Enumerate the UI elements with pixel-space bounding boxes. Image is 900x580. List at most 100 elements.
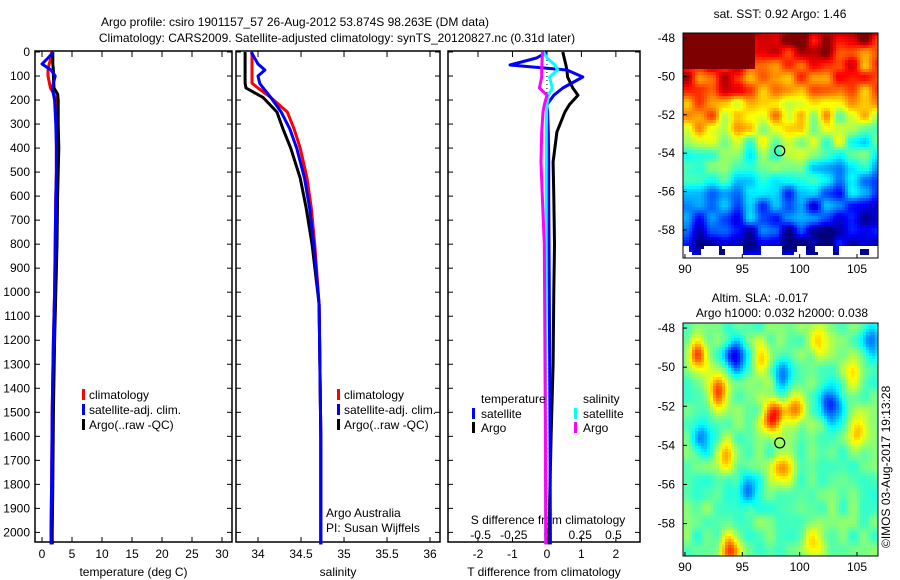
x-tick-label: 20 bbox=[155, 547, 169, 561]
x-tick-label: 30 bbox=[215, 547, 229, 561]
depth-tick-label: 800 bbox=[10, 237, 30, 251]
depth-tick-label: 600 bbox=[10, 189, 30, 203]
x-tick-label: 34.5 bbox=[289, 547, 313, 561]
copyright: ©IMOS 03-Aug-2017 19:13:28 bbox=[879, 385, 893, 548]
legend-swatch bbox=[82, 419, 85, 430]
s-tick-label: 0.25 bbox=[569, 528, 593, 542]
title-line-1: Argo profile: csiro 1901157_57 26-Aug-20… bbox=[101, 15, 489, 29]
map-x-tick-label: 105 bbox=[847, 262, 867, 276]
legend-label: climatology bbox=[89, 388, 149, 402]
legend-swatch bbox=[337, 419, 340, 430]
map-y-tick-label: -56 bbox=[658, 477, 676, 491]
map-x-tick-label: 90 bbox=[678, 560, 692, 574]
legend-label: satellite-adj. clim. bbox=[344, 403, 436, 417]
depth-tick-label: 200 bbox=[10, 93, 30, 107]
map-frame bbox=[682, 322, 879, 557]
x-tick-label: 0 bbox=[39, 547, 46, 561]
x-tick-label: 15 bbox=[125, 547, 139, 561]
map-x-tick-label: 100 bbox=[790, 262, 810, 276]
map-y-tick-label: -58 bbox=[658, 517, 676, 531]
x-axis-label: temperature (deg C) bbox=[79, 565, 187, 579]
x-tick-label: 10 bbox=[95, 547, 109, 561]
x-tick-label: 35.5 bbox=[375, 547, 399, 561]
series-line-salinity-argo bbox=[537, 51, 549, 545]
annotation-text: PI: Susan Wijffels bbox=[326, 521, 420, 535]
x-tick-label: 1 bbox=[578, 547, 585, 561]
s-tick-label: -0.25 bbox=[500, 528, 528, 542]
map-y-tick-label: -52 bbox=[658, 108, 676, 122]
legend-title-temperature: temperature bbox=[481, 392, 546, 406]
depth-tick-label: 500 bbox=[10, 165, 30, 179]
map-y-tick-label: -50 bbox=[658, 69, 676, 83]
legend-swatch bbox=[472, 408, 475, 419]
depth-tick-label: 1000 bbox=[3, 285, 30, 299]
plot-frame-difference bbox=[447, 50, 641, 543]
legend-swatch bbox=[337, 389, 340, 400]
series-line-argo-raw-qc- bbox=[243, 52, 323, 545]
profile-location-marker bbox=[774, 437, 786, 449]
depth-tick-label: 1800 bbox=[3, 477, 30, 491]
map-y-tick-label: -54 bbox=[658, 438, 676, 452]
map-y-tick-label: -50 bbox=[658, 360, 676, 374]
series-line-temperature-argo bbox=[547, 51, 580, 545]
map-y-tick-label: -48 bbox=[658, 31, 676, 45]
map-x-tick-label: 100 bbox=[790, 560, 810, 574]
depth-tick-label: 0 bbox=[23, 45, 30, 59]
s-tick-label: 0.5 bbox=[605, 528, 622, 542]
title-line-2: Climatology: CARS2009. Satellite-adjuste… bbox=[99, 31, 575, 45]
profile-location-marker bbox=[774, 145, 786, 157]
legend-label: Argo(..raw -QC) bbox=[344, 418, 429, 432]
s-tick-label: -0.5 bbox=[470, 528, 491, 542]
x-axis-label: T difference from climatology bbox=[467, 565, 621, 579]
legend-label: Argo bbox=[481, 421, 507, 435]
x-axis-label: salinity bbox=[320, 565, 357, 579]
depth-tick-label: 100 bbox=[10, 69, 30, 83]
legend-swatch bbox=[82, 404, 85, 415]
depth-tick-label: 1200 bbox=[3, 333, 30, 347]
map-x-tick-label: 95 bbox=[736, 560, 750, 574]
depth-tick-label: 1100 bbox=[4, 309, 30, 323]
x-tick-label: 5 bbox=[69, 547, 76, 561]
sst-map-title: sat. SST: 0.92 Argo: 1.46 bbox=[714, 7, 847, 21]
legend-label: satellite bbox=[583, 407, 624, 421]
sla-map-title-2: Argo h1000: 0.032 h2000: 0.038 bbox=[696, 306, 868, 320]
x-tick-label: -1 bbox=[507, 547, 518, 561]
legend-swatch bbox=[337, 404, 340, 415]
depth-tick-label: 1900 bbox=[3, 501, 30, 515]
x-tick-label: 25 bbox=[185, 547, 199, 561]
plot-frame-temperature bbox=[34, 50, 233, 543]
legend-swatch bbox=[82, 389, 85, 400]
legend-label: satellite bbox=[481, 407, 522, 421]
x-tick-label: 35 bbox=[337, 547, 351, 561]
sla-map bbox=[683, 323, 878, 556]
map-y-tick-label: -56 bbox=[658, 185, 676, 199]
legend-swatch bbox=[574, 408, 577, 419]
legend-title-salinity: salinity bbox=[583, 392, 620, 406]
depth-tick-label: 2000 bbox=[3, 525, 30, 539]
legend-label: Argo(..raw -QC) bbox=[89, 418, 174, 432]
map-y-tick-label: -52 bbox=[658, 399, 676, 413]
depth-tick-label: 700 bbox=[10, 213, 30, 227]
depth-tick-label: 1600 bbox=[3, 429, 30, 443]
map-frame bbox=[682, 32, 879, 259]
depth-tick-label: 1400 bbox=[3, 381, 30, 395]
legend-swatch bbox=[574, 422, 577, 433]
legend-label: Argo bbox=[583, 421, 609, 435]
depth-tick-label: 1300 bbox=[3, 357, 30, 371]
map-x-tick-label: 90 bbox=[678, 262, 692, 276]
sla-map-title-1: Altim. SLA: -0.017 bbox=[712, 291, 809, 305]
legend-label: satellite-adj. clim. bbox=[89, 403, 181, 417]
x-tick-label: 2 bbox=[613, 547, 620, 561]
x-tick-label: 0 bbox=[544, 547, 551, 561]
depth-tick-label: 1500 bbox=[3, 405, 30, 419]
depth-tick-label: 1700 bbox=[3, 453, 30, 467]
map-y-tick-label: -58 bbox=[658, 223, 676, 237]
map-y-tick-label: -48 bbox=[658, 321, 676, 335]
plot-frame-salinity bbox=[235, 50, 441, 543]
annotation-text: Argo Australia bbox=[326, 506, 401, 520]
legend-label: climatology bbox=[344, 388, 404, 402]
x-tick-label: 36 bbox=[423, 547, 437, 561]
depth-tick-label: 900 bbox=[10, 261, 30, 275]
series-line-satellite-adj-clim- bbox=[40, 50, 58, 545]
